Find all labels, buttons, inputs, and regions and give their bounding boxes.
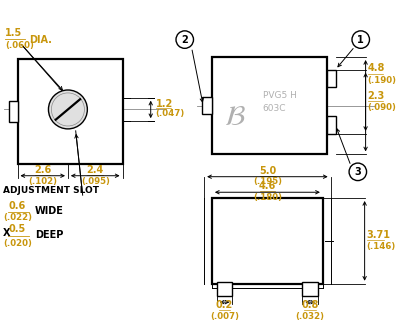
Text: 1.2: 1.2 — [156, 99, 173, 109]
Text: (.032): (.032) — [296, 312, 325, 321]
Text: (.146): (.146) — [366, 242, 396, 251]
Text: (.020): (.020) — [3, 239, 32, 248]
Text: 4.6: 4.6 — [259, 181, 276, 191]
Bar — [302, 282, 318, 296]
Text: (.090): (.090) — [368, 103, 396, 112]
Text: 3.71: 3.71 — [366, 230, 390, 240]
Text: (.022): (.022) — [3, 213, 32, 222]
Text: 2: 2 — [181, 35, 188, 44]
Text: 0.6: 0.6 — [9, 201, 26, 211]
Text: 5.0: 5.0 — [259, 166, 276, 176]
Text: 0.2: 0.2 — [216, 300, 233, 310]
Text: 3: 3 — [354, 167, 361, 177]
Bar — [212, 198, 323, 284]
Text: (.102): (.102) — [28, 178, 57, 187]
Circle shape — [51, 93, 84, 126]
Bar — [212, 57, 327, 154]
Bar — [18, 59, 122, 164]
Bar — [202, 97, 212, 115]
Text: (.060): (.060) — [5, 42, 34, 50]
Bar — [217, 282, 232, 296]
Text: (.047): (.047) — [156, 109, 185, 118]
Text: (.195): (.195) — [253, 178, 282, 187]
Text: 0.5: 0.5 — [9, 224, 26, 234]
Bar — [327, 70, 336, 87]
Text: DEEP: DEEP — [35, 230, 63, 240]
Text: (.007): (.007) — [210, 312, 239, 321]
Text: 2.3: 2.3 — [368, 91, 385, 101]
Bar — [327, 117, 336, 134]
Text: 603C: 603C — [262, 104, 286, 113]
Text: (.190): (.190) — [368, 76, 396, 85]
Text: PVG5 H: PVG5 H — [262, 91, 296, 100]
Text: 1: 1 — [357, 35, 364, 44]
Text: WIDE: WIDE — [35, 206, 64, 216]
Text: (.095): (.095) — [81, 178, 110, 187]
Text: (.180): (.180) — [253, 193, 282, 202]
Text: 4.8: 4.8 — [368, 63, 385, 73]
Circle shape — [176, 31, 194, 48]
Text: 2.4: 2.4 — [86, 165, 104, 175]
Text: $\mathcal{B}$: $\mathcal{B}$ — [224, 103, 245, 131]
Text: 2.6: 2.6 — [34, 165, 51, 175]
Circle shape — [48, 90, 87, 129]
Text: X: X — [3, 228, 10, 238]
Bar — [9, 101, 18, 122]
Text: ADJUSTMENT SLOT: ADJUSTMENT SLOT — [3, 186, 99, 195]
Text: 0.8: 0.8 — [302, 300, 319, 310]
Text: DIA.: DIA. — [29, 35, 52, 44]
Text: 1.5: 1.5 — [5, 28, 22, 38]
Circle shape — [349, 163, 366, 181]
Circle shape — [352, 31, 370, 48]
